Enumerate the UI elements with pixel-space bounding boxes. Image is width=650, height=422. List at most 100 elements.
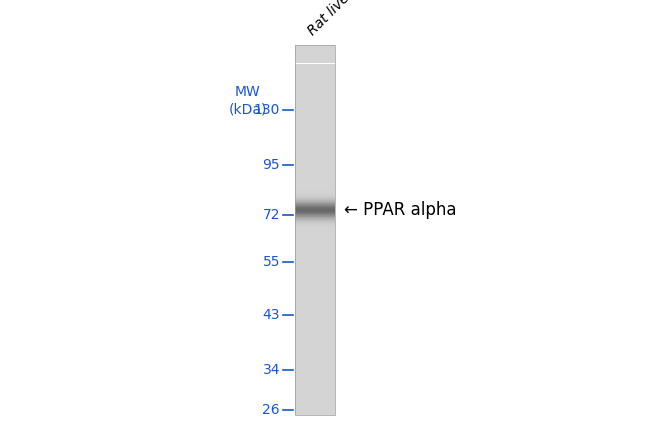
Bar <box>295 248 335 249</box>
Bar <box>295 280 335 281</box>
Bar <box>295 177 335 178</box>
Bar <box>295 340 335 341</box>
Bar <box>295 267 335 268</box>
Bar <box>295 109 335 110</box>
Bar <box>295 59 335 60</box>
Bar <box>295 399 335 400</box>
Bar <box>295 228 335 229</box>
Text: 26: 26 <box>263 403 280 417</box>
Bar <box>295 407 335 408</box>
Bar <box>295 289 335 290</box>
Bar <box>295 261 335 262</box>
Bar <box>295 246 335 247</box>
Bar <box>295 219 335 220</box>
Bar <box>295 250 335 251</box>
Bar <box>295 143 335 144</box>
Bar <box>295 397 335 398</box>
Bar <box>295 392 335 393</box>
Bar <box>295 123 335 124</box>
Bar <box>295 210 335 211</box>
Bar <box>295 334 335 335</box>
Bar <box>295 273 335 274</box>
Bar <box>295 282 335 283</box>
Bar <box>295 365 335 366</box>
Bar <box>295 310 335 311</box>
Bar <box>295 252 335 253</box>
Bar <box>295 191 335 192</box>
Text: 55: 55 <box>263 255 280 269</box>
Bar <box>295 253 335 254</box>
Bar <box>295 239 335 240</box>
Bar <box>295 297 335 298</box>
Bar <box>295 193 335 194</box>
Bar <box>295 342 335 343</box>
Bar <box>295 394 335 395</box>
Bar <box>295 70 335 71</box>
Bar <box>295 159 335 160</box>
Bar <box>295 166 335 167</box>
Bar <box>295 111 335 112</box>
Bar <box>295 385 335 386</box>
Bar <box>295 311 335 312</box>
Bar <box>295 367 335 368</box>
Bar <box>295 75 335 76</box>
Bar <box>295 148 335 149</box>
Bar <box>295 97 335 98</box>
Bar <box>295 230 335 231</box>
Bar <box>295 80 335 81</box>
Bar <box>295 112 335 113</box>
Bar <box>295 358 335 359</box>
Bar <box>295 364 335 365</box>
Bar <box>295 405 335 406</box>
Bar <box>295 264 335 265</box>
Bar <box>295 181 335 182</box>
Bar <box>295 403 335 404</box>
Bar <box>295 326 335 327</box>
Bar <box>295 270 335 271</box>
Bar <box>295 105 335 106</box>
Bar <box>295 220 335 221</box>
Bar <box>295 76 335 77</box>
Bar <box>295 308 335 309</box>
Bar <box>295 298 335 299</box>
Bar <box>295 215 335 216</box>
Bar <box>295 406 335 407</box>
Bar <box>295 100 335 101</box>
Bar <box>295 376 335 377</box>
Bar <box>295 387 335 388</box>
Bar <box>295 118 335 119</box>
Bar <box>295 363 335 364</box>
Bar <box>295 108 335 109</box>
Bar <box>295 190 335 191</box>
Bar <box>295 251 335 252</box>
Bar <box>295 102 335 103</box>
Bar <box>295 333 335 334</box>
Bar <box>295 231 335 232</box>
Bar <box>295 285 335 286</box>
Bar <box>295 56 335 57</box>
Bar <box>295 66 335 67</box>
Bar <box>295 163 335 164</box>
Bar <box>295 293 335 294</box>
Bar <box>295 60 335 61</box>
Bar <box>295 294 335 295</box>
Bar <box>295 103 335 104</box>
Bar <box>295 374 335 375</box>
Bar <box>295 323 335 324</box>
Bar <box>295 360 335 361</box>
Bar <box>295 366 335 367</box>
Bar <box>295 145 335 146</box>
Bar <box>295 221 335 222</box>
Bar <box>295 384 335 385</box>
Bar <box>295 338 335 339</box>
Bar <box>295 304 335 305</box>
Bar <box>295 341 335 342</box>
Bar <box>295 106 335 107</box>
Bar <box>295 179 335 180</box>
Bar <box>295 168 335 169</box>
Bar <box>295 175 335 176</box>
Bar <box>295 161 335 162</box>
Bar <box>295 104 335 105</box>
Bar <box>295 127 335 128</box>
Bar <box>295 371 335 372</box>
